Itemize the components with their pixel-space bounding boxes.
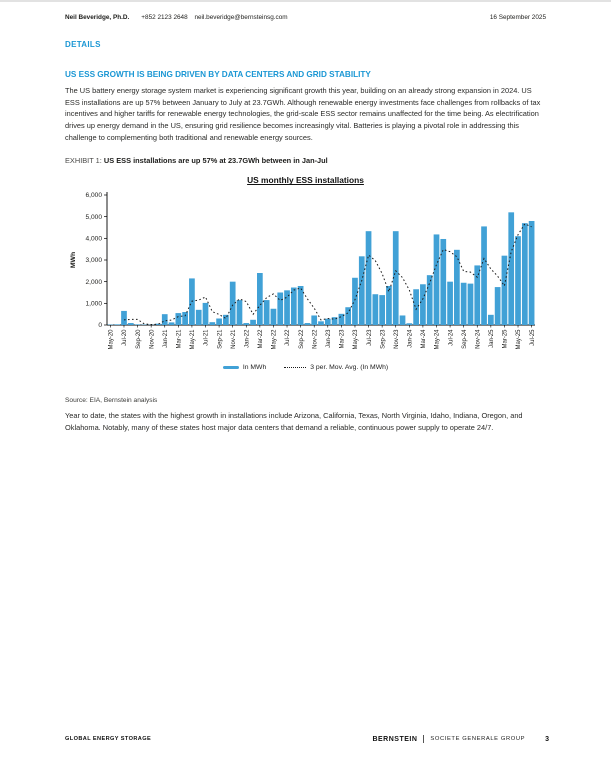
svg-text:Nov-24: Nov-24 (475, 329, 481, 349)
body-paragraph-2: Year to date, the states with the highes… (65, 411, 523, 433)
footer-brand-block: BERNSTEIN SOCIETE GENERALE GROUP 3 (372, 735, 549, 743)
svg-text:2,000: 2,000 (85, 279, 102, 286)
exhibit-chart: US monthly ESS installations 0 1,000 2,000… (65, 175, 546, 371)
svg-text:Mar-24: Mar-24 (421, 329, 427, 349)
svg-text:Jan-24: Jan-24 (407, 329, 413, 348)
svg-text:Sep-21: Sep-21 (217, 329, 223, 349)
svg-text:Jan-22: Jan-22 (244, 329, 250, 348)
legend-item-moving-average: 3 per. Mov. Avg. (In MWh) (284, 364, 388, 371)
bar-series-swatch (222, 366, 239, 370)
brand-societe-generale: SOCIETE GENERALE GROUP (430, 736, 526, 742)
moving-average-label: 3 per. Mov. Avg. (In MWh) (310, 364, 389, 372)
svg-text:5,000: 5,000 (85, 214, 102, 221)
svg-text:Nov-22: Nov-22 (312, 329, 318, 349)
chart-title: US monthly ESS installations (247, 175, 364, 186)
svg-text:Sep-23: Sep-23 (380, 329, 386, 349)
svg-text:Nov-23: Nov-23 (393, 329, 399, 349)
page-number: 3 (545, 735, 549, 743)
source-note: Source: EIA, Bernstein analysis (65, 397, 158, 405)
report-date: 16 September 2025 (489, 14, 546, 21)
svg-text:May-23: May-23 (353, 329, 359, 350)
svg-text:0: 0 (98, 323, 102, 330)
svg-text:Jul-20: Jul-20 (122, 329, 128, 346)
chart-legend: In MWh 3 per. Mov. Avg. (In MWh) (65, 364, 546, 371)
svg-text:4,000: 4,000 (85, 236, 102, 243)
svg-text:Jan-25: Jan-25 (489, 329, 495, 348)
page-footer: GLOBAL ENERGY STORAGE BERNSTEIN SOCIETE … (65, 735, 549, 743)
svg-text:May-20: May-20 (108, 329, 114, 350)
section-heading: US ESS GROWTH IS BEING DRIVEN BY DATA CE… (65, 70, 371, 79)
svg-text:Jul-25: Jul-25 (529, 329, 535, 346)
footer-section-title: GLOBAL ENERGY STORAGE (65, 736, 152, 742)
author-email-link[interactable]: neil.beveridge@bernsteinsg.com (194, 14, 288, 21)
svg-text:Nov-20: Nov-20 (149, 329, 155, 349)
svg-text:May-25: May-25 (516, 329, 522, 350)
exhibit-label: EXHIBIT 1: (65, 156, 102, 166)
svg-text:Jan-23: Jan-23 (325, 329, 331, 348)
legend-item-bars: In MWh (222, 364, 267, 372)
exhibit-caption: EXHIBIT 1: US ESS installations are up 5… (65, 156, 546, 165)
svg-text:Jul-24: Jul-24 (448, 329, 454, 346)
exhibit-title: US ESS installations are up 57% at 23.7G… (103, 156, 328, 166)
svg-text:Nov-21: Nov-21 (230, 329, 236, 349)
author-contact: Neil Beveridge, Ph.D. +852 2123 2648 neil… (65, 14, 288, 21)
svg-text:May-21: May-21 (190, 329, 196, 350)
svg-text:Mar-23: Mar-23 (339, 329, 345, 349)
bar-series-label: In MWh (242, 364, 267, 372)
ess-installations-bar-chart: 0 1,000 2,000 3,000 4,000 5,000 6,000 May-20 Jul… (70, 192, 535, 350)
brand-bernstein: BERNSTEIN (372, 735, 418, 743)
svg-text:Mar-21: Mar-21 (176, 329, 182, 349)
svg-text:Jul-23: Jul-23 (366, 329, 372, 346)
svg-text:1,000: 1,000 (85, 301, 102, 308)
svg-text:May-24: May-24 (434, 329, 440, 350)
svg-text:May-22: May-22 (271, 329, 277, 350)
svg-text:Jul-21: Jul-21 (203, 329, 209, 346)
author-phone: +852 2123 2648 (141, 14, 188, 21)
svg-text:Sep-20: Sep-20 (135, 329, 141, 349)
svg-text:Mar-22: Mar-22 (258, 329, 264, 349)
svg-text:6,000: 6,000 (85, 193, 102, 200)
brand-divider (423, 735, 425, 743)
page-header: Neil Beveridge, Ph.D. +852 2123 2648 neil… (65, 14, 546, 21)
svg-text:Jan-21: Jan-21 (162, 329, 168, 348)
svg-text:Jul-22: Jul-22 (285, 329, 291, 346)
svg-text:Mar-25: Mar-25 (502, 329, 508, 349)
svg-text:Sep-22: Sep-22 (298, 329, 304, 349)
author-name: Neil Beveridge, Ph.D. (65, 14, 130, 21)
svg-text:Sep-24: Sep-24 (461, 329, 467, 349)
details-label: DETAILS (65, 40, 101, 49)
moving-average-swatch (284, 367, 307, 369)
svg-text:3,000: 3,000 (85, 258, 102, 265)
svg-text:MWh: MWh (70, 252, 77, 268)
body-paragraph-1: The US battery energy storage system mar… (65, 86, 541, 142)
